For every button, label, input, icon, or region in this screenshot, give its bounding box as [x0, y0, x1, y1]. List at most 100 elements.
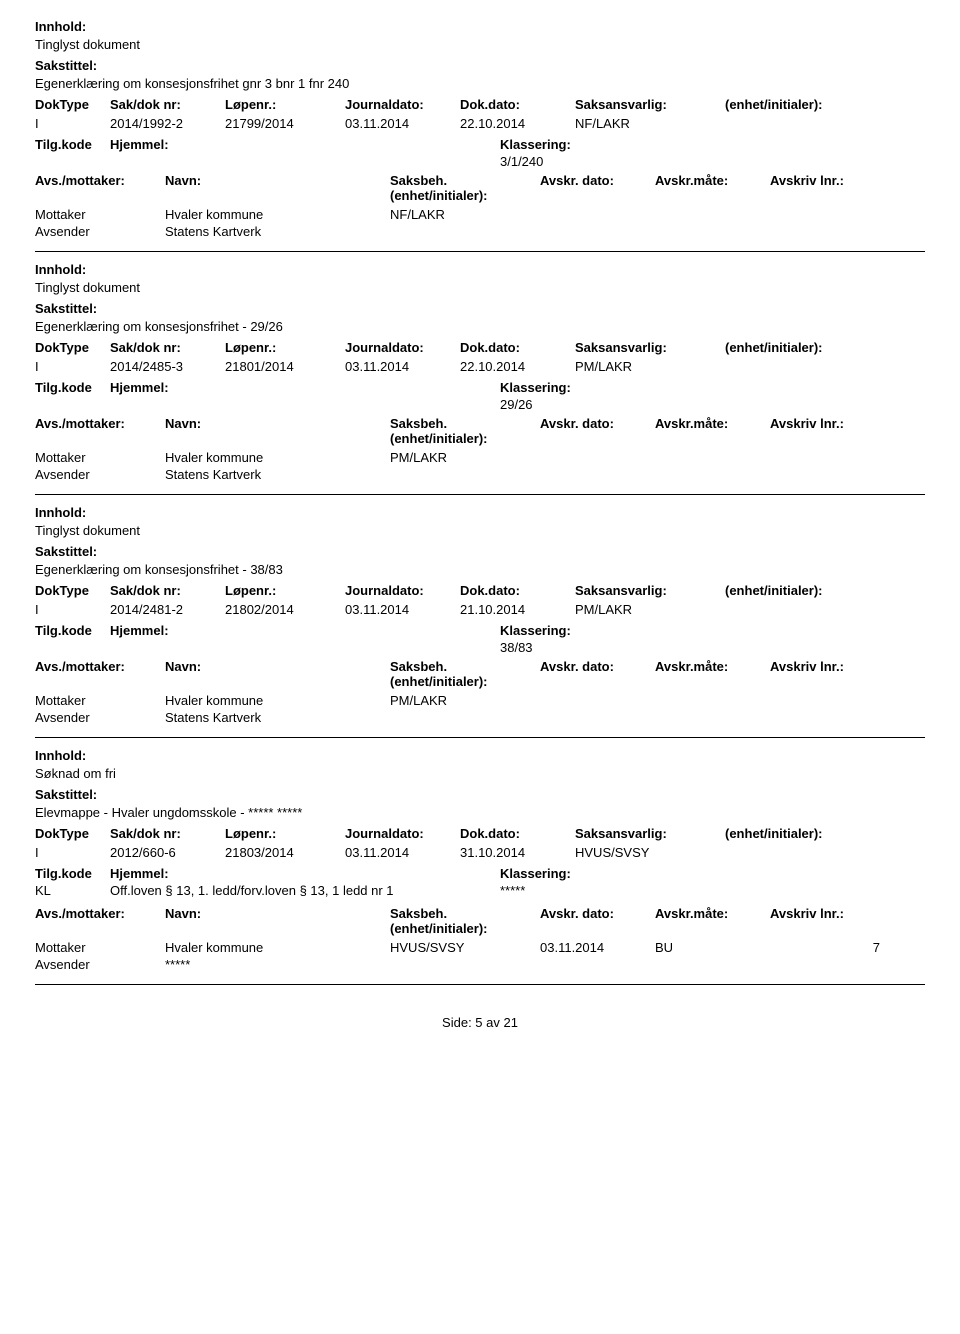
avskrdato-value: 03.11.2014: [540, 940, 655, 955]
avsender-label: Avsender: [35, 224, 165, 239]
doktype-value: I: [35, 845, 110, 860]
meta-header-row: DokTypeI Sak/dok nr:2014/2485-3 Løpenr.:…: [35, 340, 925, 374]
journaldato-value: 03.11.2014: [345, 359, 460, 374]
lopenr-value: 21802/2014: [225, 602, 345, 617]
sakdok-label: Sak/dok nr:: [110, 97, 225, 112]
journaldato-value: 03.11.2014: [345, 845, 460, 860]
enhet-label: (enhet/initialer):: [725, 340, 900, 355]
tilg-row: Tilg.kode Hjemmel: Klassering:: [35, 137, 925, 152]
meta-header-row: DokTypeI Sak/dok nr:2014/1992-2 Løpenr.:…: [35, 97, 925, 131]
hjemmel-value: Off.loven § 13, 1. ledd/forv.loven § 13,…: [110, 883, 500, 898]
saksansvarlig-value: HVUS/SVSY: [575, 845, 725, 860]
avskrmote-label: Avskr.måte:: [655, 416, 770, 446]
klassering-value: 3/1/240: [500, 154, 925, 169]
saksbeh-label: Saksbeh.(enhet/initialer):: [390, 173, 540, 203]
dokdato-label: Dok.dato:: [460, 583, 575, 598]
sakdok-label: Sak/dok nr:: [110, 340, 225, 355]
dokdato-value: 21.10.2014: [460, 602, 575, 617]
saksbeh-value: NF/LAKR: [390, 207, 540, 222]
enhet-label: (enhet/initialer):: [725, 97, 900, 112]
innhold-label: Innhold:: [35, 262, 925, 277]
avskrmote-label: Avskr.måte:: [655, 173, 770, 203]
klassering-label: Klassering:: [500, 623, 571, 638]
dokdato-value: 22.10.2014: [460, 116, 575, 131]
saksbeh-value: PM/LAKR: [390, 693, 540, 708]
klassering-value: 38/83: [500, 640, 925, 655]
saksbeh-label: Saksbeh.(enhet/initialer):: [390, 416, 540, 446]
party-header: Avs./mottaker: Navn: Saksbeh.(enhet/init…: [35, 906, 925, 936]
lopenr-value: 21799/2014: [225, 116, 345, 131]
record-divider: [35, 737, 925, 738]
avsender-label: Avsender: [35, 957, 165, 972]
journal-record: Innhold: Søknad om fri Sakstittel: Elevm…: [35, 748, 925, 972]
sakstittel-label: Sakstittel:: [35, 544, 925, 559]
dokdato-label: Dok.dato:: [460, 97, 575, 112]
hjemmel-label: Hjemmel:: [110, 866, 500, 881]
sakstittel-value: Egenerklæring om konsesjonsfrihet gnr 3 …: [35, 76, 925, 91]
sakdok-value: 2012/660-6: [110, 845, 225, 860]
avskrdato-label: Avskr. dato:: [540, 416, 655, 446]
saksansvarlig-label: Saksansvarlig:: [575, 97, 725, 112]
avsmottaker-label: Avs./mottaker:: [35, 906, 165, 921]
navn-label: Navn:: [165, 173, 390, 188]
sakstittel-label: Sakstittel:: [35, 787, 925, 802]
saksansvarlig-label: Saksansvarlig:: [575, 340, 725, 355]
tilg-row: Tilg.kode Hjemmel: Klassering:: [35, 380, 925, 395]
navn-label: Navn:: [165, 906, 390, 921]
sakstittel-label: Sakstittel:: [35, 301, 925, 316]
dokdato-value: 31.10.2014: [460, 845, 575, 860]
sakdok-label: Sak/dok nr:: [110, 583, 225, 598]
avsender-navn: Statens Kartverk: [165, 224, 390, 239]
saksbeh-value: PM/LAKR: [390, 450, 540, 465]
journaldato-value: 03.11.2014: [345, 116, 460, 131]
klassering-value: 29/26: [500, 397, 925, 412]
tilgkode-label: Tilg.kode: [35, 137, 110, 152]
journaldato-value: 03.11.2014: [345, 602, 460, 617]
avsender-navn: Statens Kartverk: [165, 467, 390, 482]
doktype-label: DokType: [35, 826, 110, 841]
hjemmel-label: Hjemmel:: [110, 623, 500, 638]
journal-record: Innhold: Tinglyst dokument Sakstittel: E…: [35, 262, 925, 482]
tilgkode-label: Tilg.kode: [35, 380, 110, 395]
tilg-val-row: KL Off.loven § 13, 1. ledd/forv.loven § …: [35, 883, 925, 898]
record-divider: [35, 494, 925, 495]
doktype-label: DokType: [35, 583, 110, 598]
dokdato-label: Dok.dato:: [460, 826, 575, 841]
tilg-row: Tilg.kode Hjemmel: Klassering:: [35, 623, 925, 638]
saksansvarlig-value: PM/LAKR: [575, 359, 725, 374]
innhold-label: Innhold:: [35, 19, 925, 34]
doktype-label: DokType: [35, 97, 110, 112]
mottaker-row: Mottaker Hvaler kommune HVUS/SVSY 03.11.…: [35, 940, 925, 955]
mottaker-label: Mottaker: [35, 450, 165, 465]
lopenr-label: Løpenr.:: [225, 97, 345, 112]
klassering-label: Klassering:: [500, 380, 571, 395]
innhold-value: Tinglyst dokument: [35, 523, 925, 538]
sakdok-label: Sak/dok nr:: [110, 826, 225, 841]
mottaker-row: Mottaker Hvaler kommune PM/LAKR: [35, 450, 925, 465]
doktype-value: I: [35, 359, 110, 374]
navn-label: Navn:: [165, 659, 390, 674]
avskrdato-label: Avskr. dato:: [540, 659, 655, 689]
sakstittel-value: Egenerklæring om konsesjonsfrihet - 38/8…: [35, 562, 925, 577]
sakdok-value: 2014/2485-3: [110, 359, 225, 374]
avskrdato-label: Avskr. dato:: [540, 173, 655, 203]
klassering-value: *****: [500, 883, 525, 898]
avskrlnr-value: 7: [770, 940, 880, 955]
avskrlnr-label: Avskriv lnr.:: [770, 659, 880, 689]
klassering-label: Klassering:: [500, 137, 571, 152]
meta-header-row: DokTypeI Sak/dok nr:2014/2481-2 Løpenr.:…: [35, 583, 925, 617]
avskrmote-label: Avskr.måte:: [655, 659, 770, 689]
klassering-label: Klassering:: [500, 866, 571, 881]
avskrmote-label: Avskr.måte:: [655, 906, 770, 936]
mottaker-label: Mottaker: [35, 207, 165, 222]
journaldato-label: Journaldato:: [345, 826, 460, 841]
tilgkode-label: Tilg.kode: [35, 623, 110, 638]
sakstittel-value: Elevmappe - Hvaler ungdomsskole - ***** …: [35, 805, 925, 820]
avsender-label: Avsender: [35, 710, 165, 725]
mottaker-row: Mottaker Hvaler kommune PM/LAKR: [35, 693, 925, 708]
journaldato-label: Journaldato:: [345, 583, 460, 598]
record-divider: [35, 984, 925, 985]
saksansvarlig-label: Saksansvarlig:: [575, 583, 725, 598]
tilg-row: Tilg.kode Hjemmel: Klassering:: [35, 866, 925, 881]
avsmottaker-label: Avs./mottaker:: [35, 659, 165, 674]
